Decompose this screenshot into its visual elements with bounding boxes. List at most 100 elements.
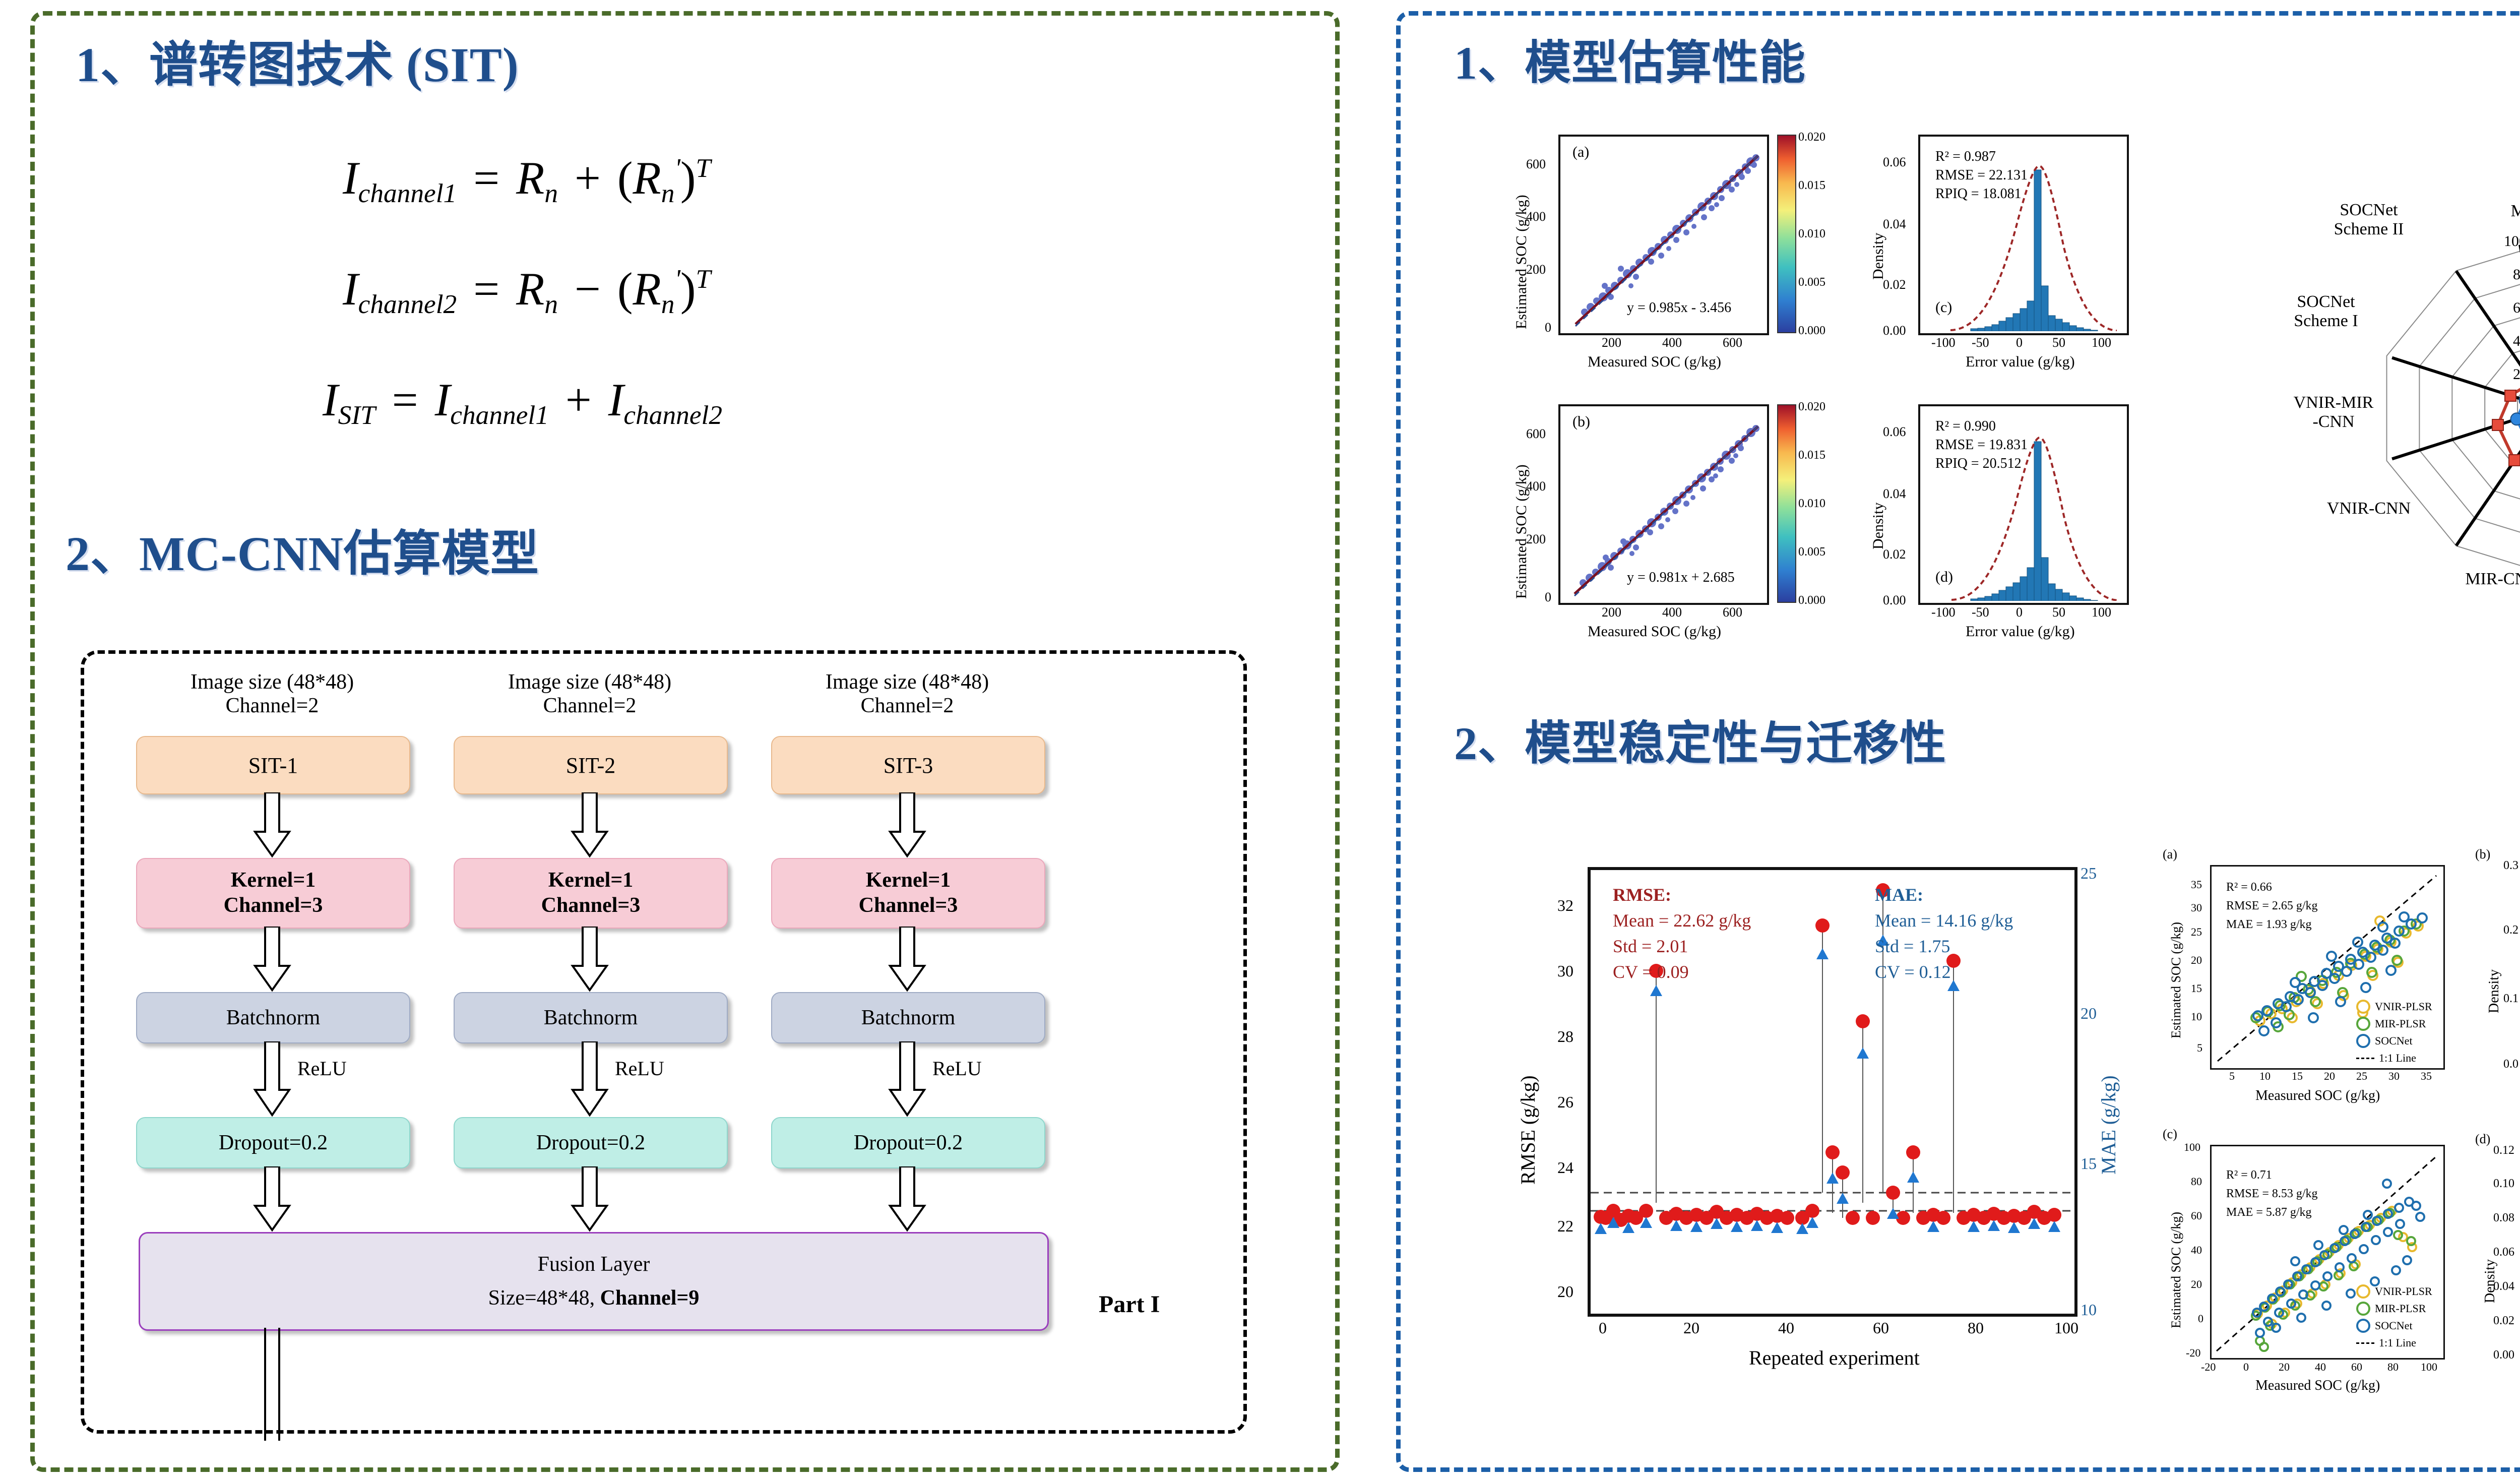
node-dropout-2[interactable]: Dropout=0.2 xyxy=(454,1117,728,1168)
node-batchnorm-3[interactable]: Batchnorm xyxy=(771,992,1045,1043)
repeat-ytick-22: 22 xyxy=(1557,1217,1573,1235)
density-c-frame xyxy=(1918,135,2129,335)
repeat-annotation-rmse-cv: CV = 0.09 xyxy=(1613,962,1689,982)
density-c-xtick-100: 100 xyxy=(2092,335,2111,350)
repeat-ylabel-left: RMSE (g/kg) xyxy=(1517,1075,1539,1185)
node-kernel-2[interactable]: Kernel=1 Channel=3 xyxy=(454,858,728,929)
chart-radar: 100 80 60 40 20 0 MIR-PLSR VNIR-PLSR VNI… xyxy=(2167,126,2520,650)
transfer-a-stat-mae: MAE = 1.93 g/kg xyxy=(2226,918,2312,932)
transfer-a-xtick-30: 30 xyxy=(2388,1070,2400,1082)
transfer-a-xtick-5: 5 xyxy=(2229,1070,2235,1082)
legend-ring-vnir-plsr-c xyxy=(2356,1284,2370,1299)
node-dropout-3[interactable]: Dropout=0.2 xyxy=(771,1117,1045,1168)
legend-ring-mir-plsr xyxy=(2356,1017,2370,1031)
relu-label-3: ReLU xyxy=(932,1057,982,1080)
node-sit-2[interactable]: SIT-2 xyxy=(454,736,728,794)
scatter-a-ytick-400: 400 xyxy=(1526,209,1546,224)
flow-col-0-header-line1: Image size (48*48) xyxy=(190,670,354,694)
arrow-bn-to-dropout-1 xyxy=(253,1041,291,1117)
node-sit-1[interactable]: SIT-1 xyxy=(136,736,410,794)
transfer-c-xtick-100: 100 xyxy=(2421,1361,2437,1373)
node-sit-3[interactable]: SIT-3 xyxy=(771,736,1045,794)
scatter-b-points xyxy=(1573,423,1761,597)
transfer-d-ytick-012: 0.12 xyxy=(2493,1144,2514,1157)
arrow-sit-to-kernel-2 xyxy=(571,792,609,858)
node-fusion-layer[interactable]: Fusion Layer Size=48*48, Channel=9 xyxy=(139,1232,1049,1331)
node-batchnorm-2[interactable]: Batchnorm xyxy=(454,992,728,1043)
repeat-rmse-points xyxy=(1594,883,2061,1227)
transfer-a-stat-rmse: RMSE = 2.65 g/kg xyxy=(2226,899,2318,913)
left-section-1-title: 1、谱转图技术 (SIT) xyxy=(76,38,519,92)
transfer-d-ytick-010: 0.10 xyxy=(2493,1177,2514,1190)
fusion-layer-title: Fusion Layer xyxy=(537,1252,650,1276)
node-kernel-1[interactable]: Kernel=1 Channel=3 xyxy=(136,858,410,929)
scatter-a-frame xyxy=(1558,135,1769,335)
node-kernel-3[interactable]: Kernel=1 Channel=3 xyxy=(771,858,1045,929)
transfer-a-panel-id: (a) xyxy=(2163,847,2177,861)
density-c-ytick-000: 0.00 xyxy=(1883,323,1906,338)
repeat-annotation-mae: MAE: Mean = 14.16 g/kg Std = 1.75 CV = 0… xyxy=(1875,882,2013,985)
repeat-annotation-rmse-title: RMSE: xyxy=(1613,885,1671,905)
transfer-a-xtick-35: 35 xyxy=(2421,1070,2432,1082)
transfer-c-legend-label-0: VNIR-PLSR xyxy=(2375,1285,2432,1298)
arrow-sit-to-kernel-3 xyxy=(888,792,926,858)
transfer-a-legend-row-0: VNIR-PLSR xyxy=(2356,998,2432,1015)
node-batchnorm-1[interactable]: Batchnorm xyxy=(136,992,410,1043)
density-d-xtick--100: -100 xyxy=(1931,605,1956,620)
radar-axis-label-vnir-mir-cnn: VNIR-MIR -CNN xyxy=(2258,393,2409,432)
legend-ring-vnir-plsr xyxy=(2356,1000,2370,1014)
repeat-ytick-32: 32 xyxy=(1557,896,1573,914)
transfer-c-legend-row-1: MIR-PLSR xyxy=(2356,1300,2432,1317)
transfer-a-ytick-25: 25 xyxy=(2191,926,2202,938)
repeat-annotation-mae-cv: CV = 0.12 xyxy=(1875,962,1951,982)
density-c-xtick-0: 0 xyxy=(2016,335,2023,350)
scatter-b-xtick-200: 200 xyxy=(1602,605,1621,620)
mc-cnn-flowchart xyxy=(81,650,1247,1434)
radar-axis-label-vnir-cnn: VNIR-CNN xyxy=(2326,499,2411,518)
formula-sit: ISIT = Ichannel1 + Ichannel2 xyxy=(323,374,723,430)
transfer-a-ytick-20: 20 xyxy=(2191,954,2202,966)
node-dropout-1[interactable]: Dropout=0.2 xyxy=(136,1117,410,1168)
scatter-a-panel-id: (a) xyxy=(1572,144,1590,160)
transfer-b-ytick-02: 0.2 xyxy=(2503,923,2518,937)
formula-channel2: Ichannel2 = Rn − (Rn')T xyxy=(343,263,711,320)
repeat-ytick-right-15: 15 xyxy=(2081,1154,2097,1173)
density-c-ytick-004: 0.04 xyxy=(1883,217,1906,231)
density-c-ytick-002: 0.02 xyxy=(1883,277,1906,292)
flow-col-1-header-line2: Channel=2 xyxy=(543,694,637,718)
density-d-ytick-006: 0.06 xyxy=(1883,424,1906,439)
chart-transfer-scatter-c: (c) xyxy=(2160,1127,2462,1419)
density-d-stats: R² = 0.990 RMSE = 19.831 RPIQ = 20.512 xyxy=(1935,417,2028,473)
legend-ring-socnet-c xyxy=(2356,1319,2370,1333)
transfer-c-xlabel: Measured SOC (g/kg) xyxy=(2255,1378,2380,1393)
scatter-a-xtick-200: 200 xyxy=(1602,335,1621,350)
scatter-b-xtick-400: 400 xyxy=(1662,605,1682,620)
flow-col-1-header-line1: Image size (48*48) xyxy=(508,670,672,694)
scatter-b-frame xyxy=(1558,404,1769,605)
density-c-stat-rmse: RMSE = 22.131 xyxy=(1935,167,2028,183)
radar-axis-label-vnir-mir-cnn-line1: VNIR-MIR xyxy=(2293,393,2374,412)
relu-label-2: ReLU xyxy=(615,1057,664,1080)
scatter-a-ytick-0: 0 xyxy=(1545,320,1551,335)
density-d-xtick-0: 0 xyxy=(2016,605,2023,620)
density-d-ytick-000: 0.00 xyxy=(1883,593,1906,607)
transfer-a-xtick-10: 10 xyxy=(2259,1070,2271,1082)
transfer-c-legend-label-2: SOCNet xyxy=(2375,1319,2413,1332)
radar-axis-label-mir-cnn: MIR-CNN xyxy=(2465,570,2520,588)
repeat-ylabel-right: MAE (g/kg) xyxy=(2097,1075,2120,1175)
node-kernel-1-line2: Channel=3 xyxy=(223,894,323,917)
density-c-xtick-50: 50 xyxy=(2052,335,2065,350)
repeat-series xyxy=(1591,883,2071,1234)
legend-ring-mir-plsr-c xyxy=(2356,1302,2370,1316)
transfer-a-points xyxy=(2217,875,2437,1062)
left-section-2-title: 2、MC-CNN估算模型 xyxy=(66,527,539,581)
radar-axis-label-vnir-mir-cnn-line2: -CNN xyxy=(2312,412,2355,432)
density-d-panel-id: (d) xyxy=(1935,569,1953,585)
repeat-annotation-rmse-mean: Mean = 22.62 g/kg xyxy=(1613,910,1751,931)
density-c-xtick--50: -50 xyxy=(1972,335,1989,350)
relu-label-1: ReLU xyxy=(297,1057,347,1080)
density-c-xlabel: Error value (g/kg) xyxy=(1966,353,2075,370)
radar-rtick-20: 20 xyxy=(2513,366,2520,383)
scatter-b-cbar-tick-4: 0.000 xyxy=(1798,594,1825,607)
